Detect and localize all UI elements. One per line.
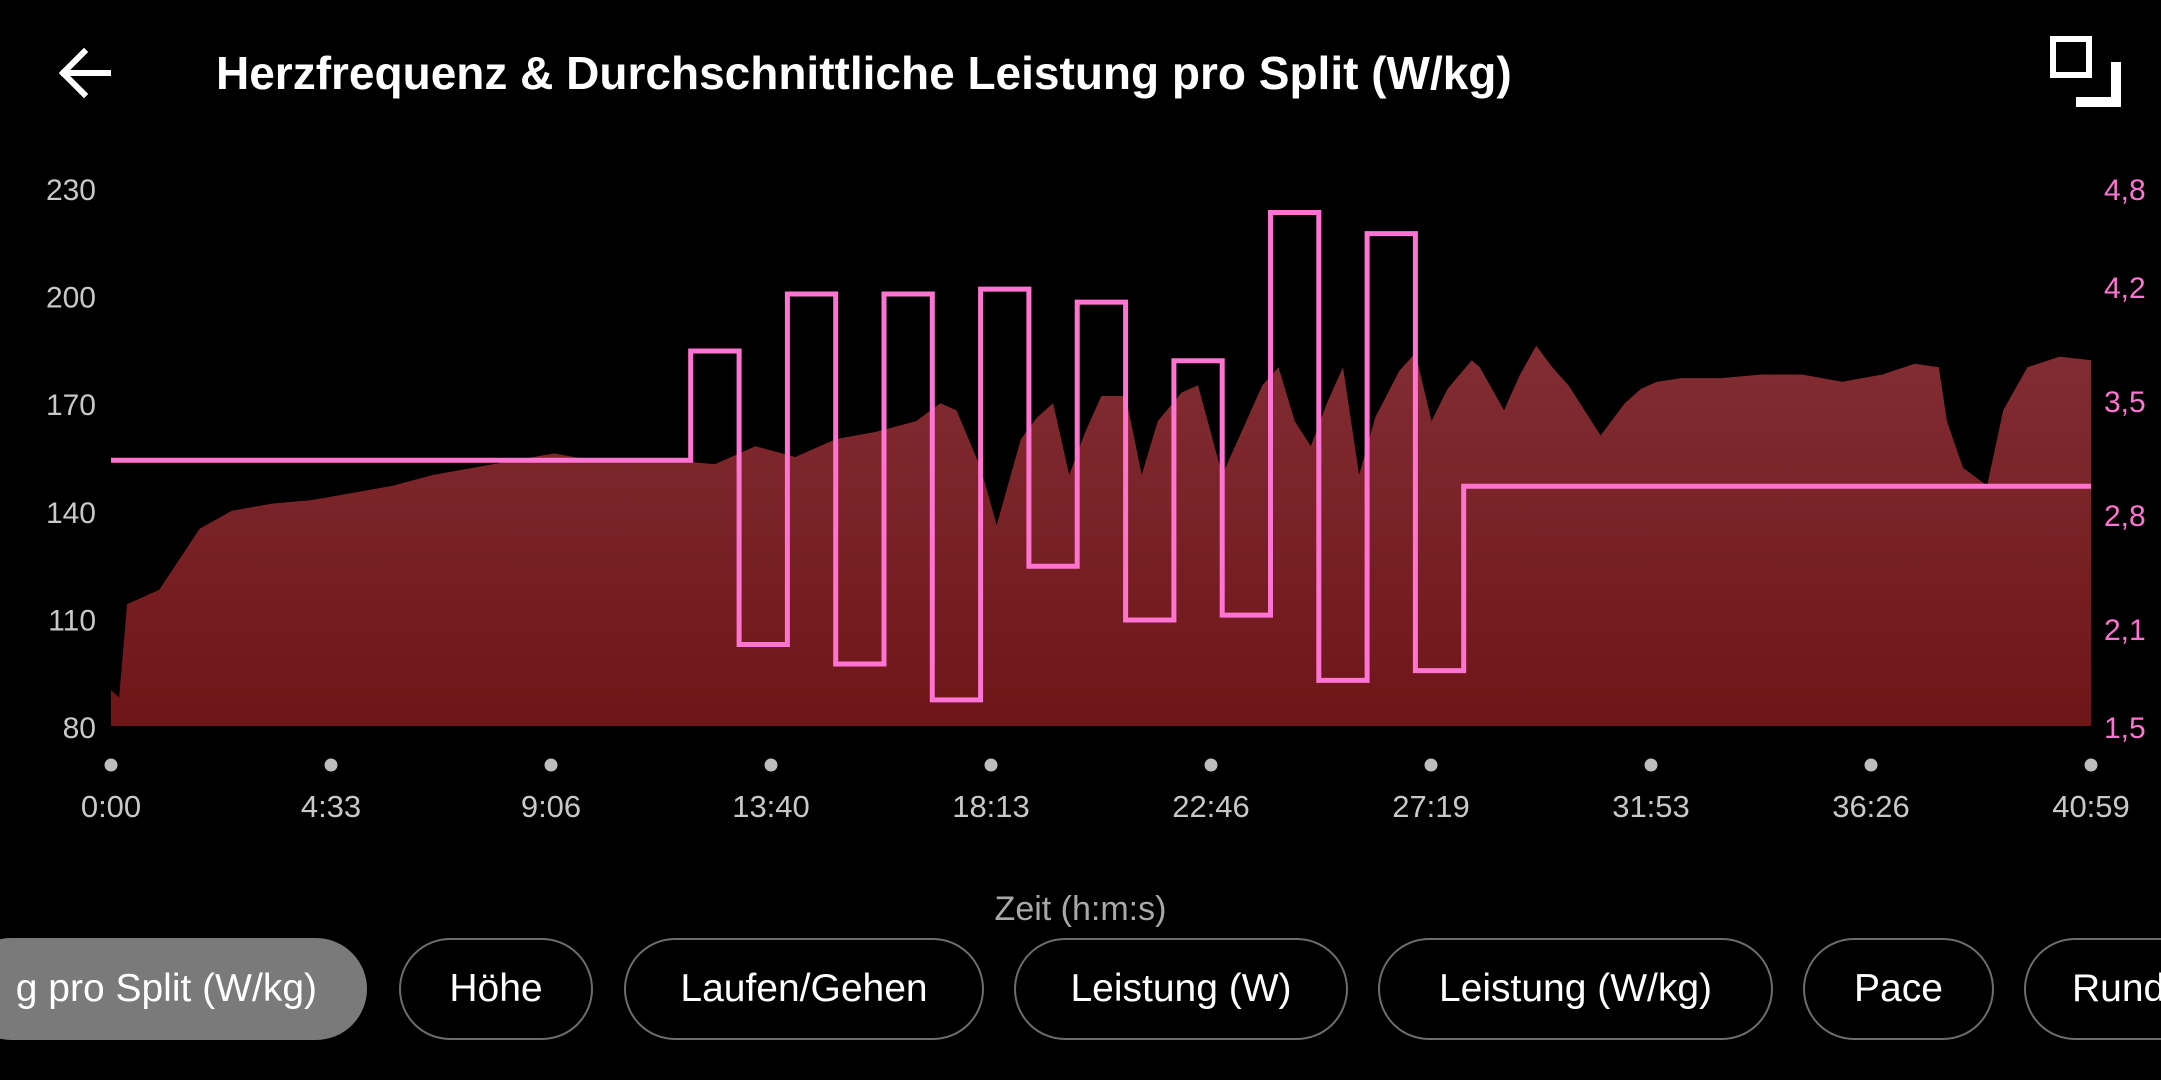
x-tick-dot — [1644, 758, 1658, 772]
x-tick-label: 27:19 — [1392, 789, 1470, 824]
x-tick-label: 4:33 — [301, 789, 361, 824]
x-tick-label: 18:13 — [952, 789, 1030, 824]
heart-rate-area — [111, 345, 2091, 726]
power-step-line — [111, 210, 2091, 703]
x-tick-label: 31:53 — [1612, 789, 1690, 824]
chip-pace[interactable]: Pace — [1803, 938, 1994, 1040]
x-tick-dot — [984, 758, 998, 772]
right-axis-tick: 2,1 — [2104, 614, 2146, 647]
fullscreen-icon — [2050, 36, 2121, 107]
x-tick-dot — [1204, 758, 1218, 772]
x-tick-dot — [2084, 758, 2098, 772]
x-tick-label: 13:40 — [732, 789, 810, 824]
chip-laufen-gehen[interactable]: Laufen/Gehen — [624, 938, 984, 1040]
chip-leistung-pro-split[interactable]: g pro Split (W/kg) — [0, 938, 367, 1040]
page-title: Herzfrequenz & Durchschnittliche Leistun… — [216, 47, 1512, 99]
back-button[interactable] — [50, 38, 120, 108]
chip-hoehe[interactable]: Höhe — [399, 938, 593, 1040]
chip-leistung-w[interactable]: Leistung (W) — [1014, 938, 1348, 1040]
x-tick-label: 36:26 — [1832, 789, 1910, 824]
x-tick-dot — [104, 758, 118, 772]
left-axis-tick: 200 — [46, 282, 96, 315]
left-axis-tick: 170 — [46, 389, 96, 422]
x-tick-dot — [544, 758, 558, 772]
right-axis-tick: 2,8 — [2104, 500, 2146, 533]
right-axis-tick: 4,8 — [2104, 174, 2146, 207]
x-tick-dot — [1424, 758, 1438, 772]
top-app-bar: Herzfrequenz & Durchschnittliche Leistun… — [0, 0, 2161, 150]
left-axis-tick: 80 — [63, 712, 96, 745]
x-tick-label: 40:59 — [2052, 789, 2130, 824]
right-axis-tick: 4,2 — [2104, 272, 2146, 305]
x-tick-dot — [764, 758, 778, 772]
metric-chip-bar[interactable]: g pro Split (W/kg) Höhe Laufen/Gehen Lei… — [0, 938, 2161, 1046]
right-axis-tick: 3,5 — [2104, 386, 2146, 419]
hr-power-chart[interactable]: 230 200 170 140 110 80 4,8 4,2 3,5 2,8 2,1 1,5 0:0… — [0, 150, 2161, 890]
x-axis-title: Zeit (h:m:s) — [994, 890, 1167, 928]
x-tick-label: 22:46 — [1172, 789, 1250, 824]
chip-leistung-wkg[interactable]: Leistung (W/kg) — [1378, 938, 1773, 1040]
left-axis-tick: 230 — [46, 174, 96, 207]
fullscreen-button[interactable] — [2046, 32, 2126, 112]
x-tick-label: 0:00 — [81, 789, 141, 824]
left-axis-tick: 140 — [46, 497, 96, 530]
right-axis-tick: 1,5 — [2104, 712, 2146, 745]
x-tick-dot — [324, 758, 338, 772]
x-tick-dot — [1864, 758, 1878, 772]
x-tick-label: 9:06 — [521, 789, 581, 824]
chip-runden[interactable]: Rund — [2024, 938, 2161, 1040]
arrow-left-icon — [58, 47, 111, 99]
left-axis-tick: 110 — [48, 604, 96, 637]
